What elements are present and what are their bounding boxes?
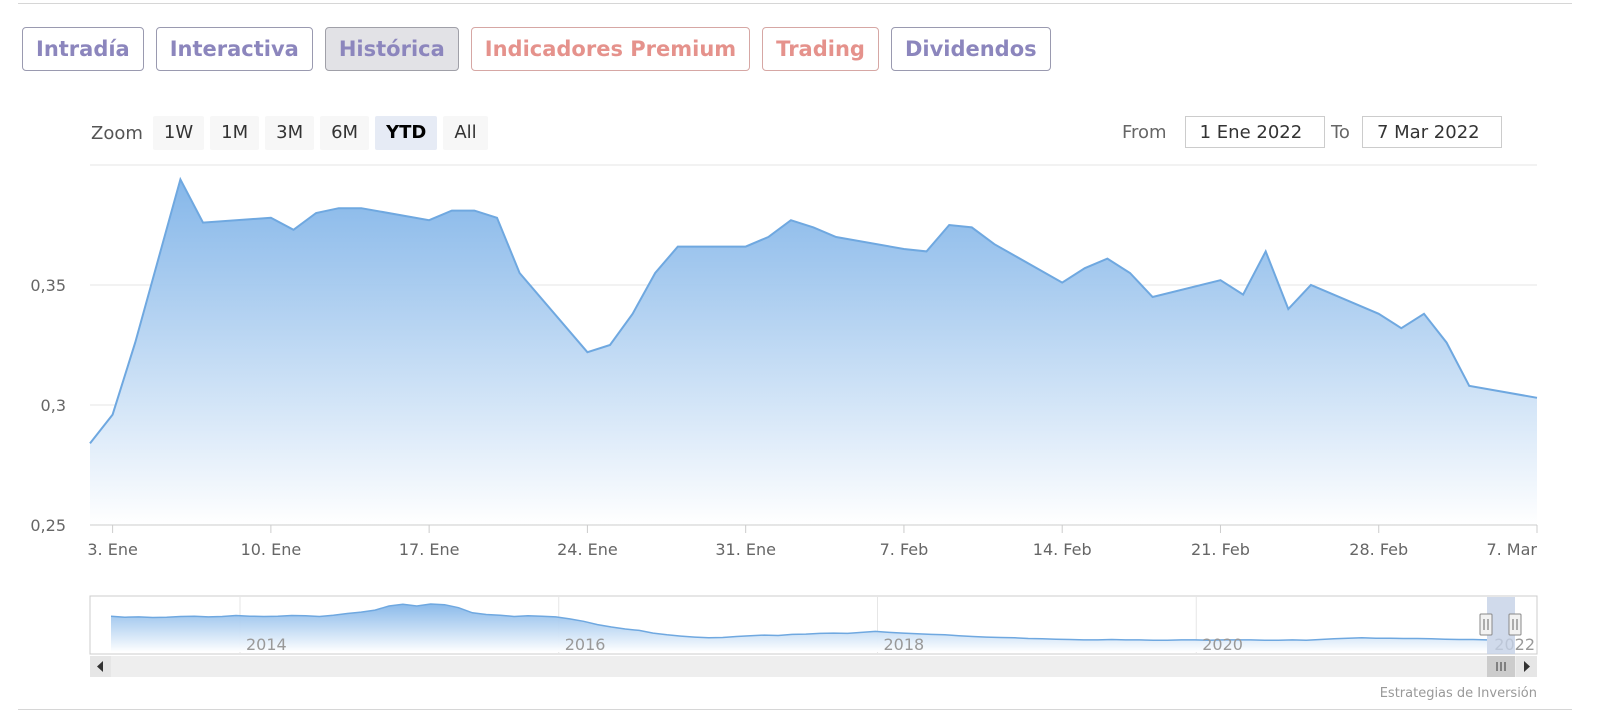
range-from: From 1 Ene 2022 [1122, 115, 1325, 149]
scrollbar-track[interactable] [90, 656, 1537, 677]
chart-mode-tabs: Intradía Interactiva Histórica Indicador… [22, 27, 1051, 73]
x-axis-ticks: 3. Ene 10. Ene 17. Ene 24. Ene 31. Ene 7. Feb… [87, 525, 1538, 559]
tab-indicadores-premium[interactable]: Indicadores Premium [470, 27, 751, 71]
tab-trading[interactable]: Trading [762, 27, 879, 71]
navigator-year-label: 2016 [565, 635, 606, 654]
y-tick-label: 0,3 [41, 396, 66, 415]
to-date-input[interactable]: 7 Mar 2022 [1361, 116, 1502, 148]
x-tick-label: 3. Ene [87, 540, 137, 559]
navigator[interactable]: 20142016201820202022 [89, 595, 1538, 655]
tab-intradia[interactable]: Intradía [22, 27, 144, 71]
zoom-ytd-button[interactable]: YTD [375, 116, 438, 150]
zoom-selector: Zoom 1W 1M 3M 6M YTD All [91, 115, 488, 151]
price-area [90, 179, 1537, 525]
price-line [89, 176, 1538, 445]
credit-text: Estrategias de Inversión [1380, 686, 1537, 701]
range-to: To 7 Mar 2022 [1331, 115, 1502, 149]
to-label: To [1331, 121, 1350, 143]
zoom-1w-button[interactable]: 1W [152, 116, 205, 150]
x-tick-label: 7. Feb [880, 540, 929, 559]
zoom-label: Zoom [91, 122, 143, 144]
x-tick-label: 28. Feb [1349, 540, 1408, 559]
x-tick-label: 17. Ene [399, 540, 460, 559]
arrow-right-icon [1524, 661, 1530, 672]
scrollbar[interactable] [90, 656, 1537, 677]
x-tick-label: 21. Feb [1191, 540, 1250, 559]
x-tick-label: 7. Mar [1486, 540, 1537, 559]
x-tick-label: 10. Ene [241, 540, 302, 559]
navigator-year-label: 2018 [884, 635, 925, 654]
navigator-right-handle[interactable] [1508, 613, 1522, 636]
navigator-line [110, 603, 1488, 641]
y-tick-label: 0,35 [30, 276, 66, 295]
from-date-input[interactable]: 1 Ene 2022 [1184, 116, 1325, 148]
top-divider [18, 3, 1572, 4]
tab-interactiva[interactable]: Interactiva [155, 27, 313, 71]
zoom-6m-button[interactable]: 6M [320, 116, 370, 150]
navigator-left-handle[interactable] [1479, 613, 1493, 636]
navigator-year-label: 2020 [1202, 635, 1243, 654]
zoom-1m-button[interactable]: 1M [210, 116, 260, 150]
zoom-all-button[interactable]: All [443, 116, 488, 150]
from-label: From [1122, 121, 1167, 143]
bottom-divider [18, 709, 1572, 710]
navigator-year-label: 2014 [246, 635, 287, 654]
y-axis-ticks: 0,25 0,3 0,35 [30, 276, 66, 535]
tab-historica[interactable]: Histórica [324, 27, 459, 71]
y-tick-label: 0,25 [30, 516, 66, 535]
x-tick-label: 31. Ene [715, 540, 776, 559]
x-tick-label: 24. Ene [557, 540, 618, 559]
tab-dividendos[interactable]: Dividendos [890, 27, 1051, 71]
arrow-left-icon [97, 661, 103, 672]
x-tick-label: 14. Feb [1033, 540, 1092, 559]
zoom-3m-button[interactable]: 3M [265, 116, 315, 150]
grip-icon [1496, 662, 1506, 671]
